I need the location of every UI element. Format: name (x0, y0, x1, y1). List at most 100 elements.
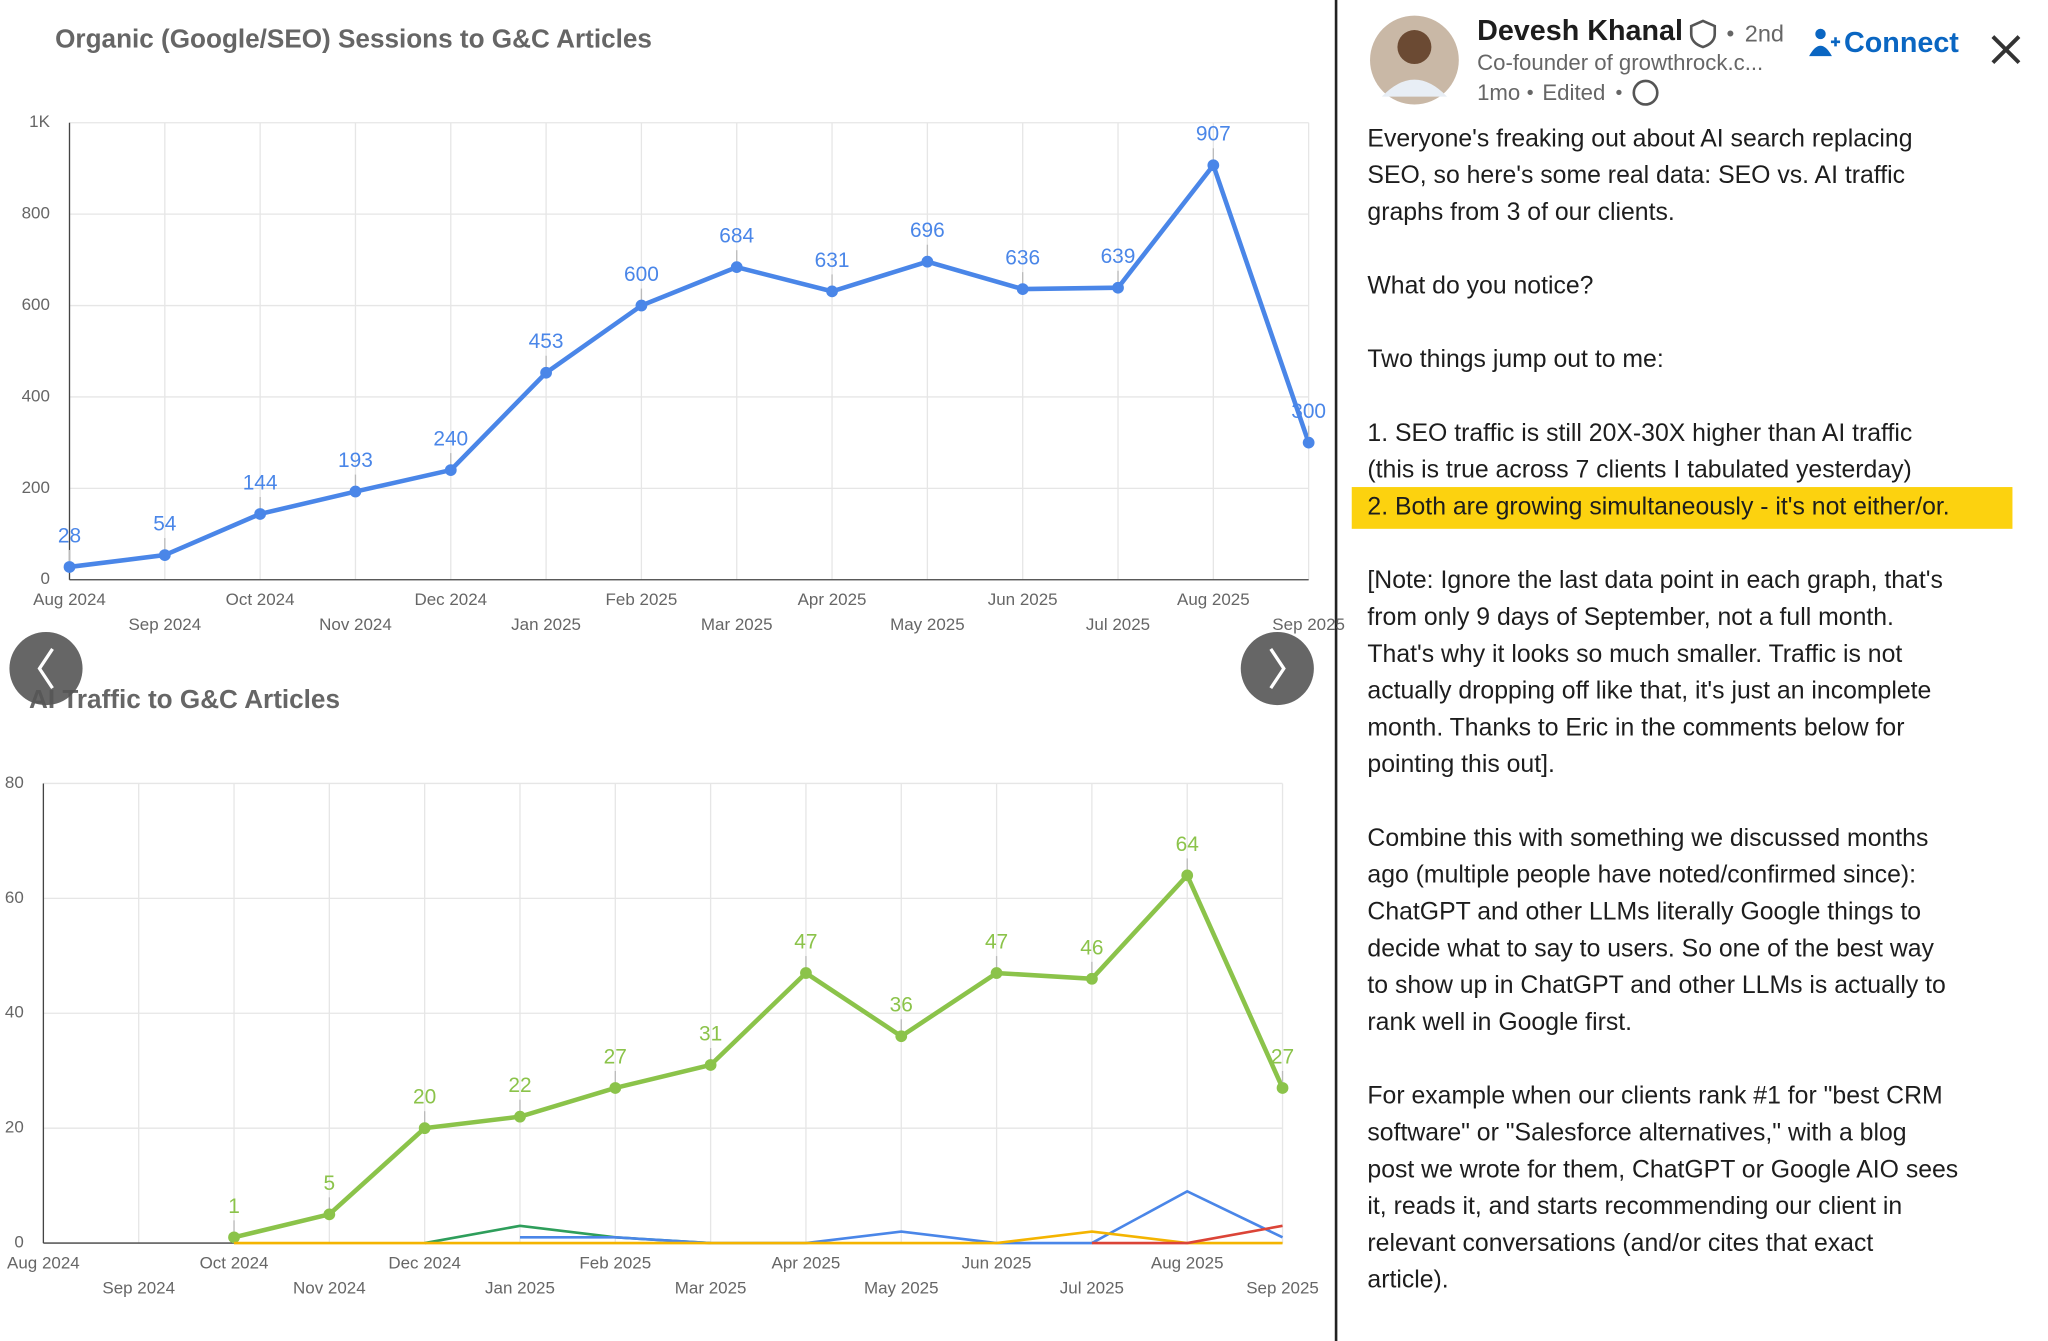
data-label: 1 (228, 1195, 240, 1218)
x-tick-label: Jun 2025 (988, 590, 1058, 609)
post-text-line: article). (1367, 1267, 1448, 1294)
point (514, 1110, 526, 1123)
x-tick-label: Nov 2024 (293, 1278, 366, 1297)
data-label: 907 (1196, 123, 1231, 146)
data-label: 193 (338, 449, 373, 472)
x-tick-label: Jul 2025 (1060, 1278, 1124, 1297)
data-label: 27 (604, 1045, 627, 1068)
point (800, 967, 812, 979)
series-line (519, 1189, 1284, 1245)
x-tick-label: Sep 2025 (1246, 1278, 1319, 1297)
data-label: 5 (324, 1172, 336, 1195)
data-label: 22 (508, 1074, 531, 1097)
next-button[interactable] (1240, 631, 1314, 706)
point (1112, 281, 1124, 294)
author-name[interactable]: Devesh Khanal (1477, 15, 1683, 47)
post-text-line: (this is true across 7 clients I tabulat… (1367, 457, 1911, 484)
x-tick-label: May 2025 (890, 615, 965, 634)
series-line (233, 871, 1285, 1240)
y-tick-label: 80 (5, 773, 24, 792)
x-tick-label: Aug 2024 (7, 1253, 80, 1272)
verified-icon (1689, 19, 1717, 49)
y-tick-label: 0 (40, 569, 49, 588)
highlight (1351, 487, 2013, 529)
data-label: 300 (1291, 400, 1326, 423)
y-tick-label: 1K (29, 112, 50, 131)
point (1302, 436, 1315, 449)
data-label: 31 (699, 1022, 722, 1045)
connect-icon (1815, 28, 1826, 40)
charts: Organic (Google/SEO) Sessions to G&C Art… (5, 23, 1345, 1297)
y-tick-label: 600 (22, 295, 50, 314)
post-text-line: graphs from 3 of our clients. (1367, 199, 1674, 226)
x-tick-label: Sep 2025 (1272, 615, 1345, 634)
data-label: 144 (243, 471, 278, 494)
point (1086, 972, 1098, 985)
data-label: 20 (413, 1086, 436, 1109)
separator: • (1527, 82, 1534, 104)
prev-button[interactable] (9, 631, 83, 706)
x-tick-label: Dec 2024 (388, 1253, 461, 1272)
point (990, 967, 1003, 979)
post-text-line: relevant conversations (and/or cites tha… (1367, 1230, 1873, 1257)
y-tick-label: 400 (22, 386, 50, 405)
chart-title: AI Traffic to G&C Articles (29, 684, 340, 714)
post-header: Devesh Khanal • 2nd Co-founder of growth… (1370, 15, 2021, 106)
post-time: 1mo (1477, 80, 1520, 105)
x-tick-label: Feb 2025 (606, 590, 678, 609)
x-tick-label: Aug 2025 (1177, 590, 1250, 609)
post-text-line: Combine this with something we discussed… (1367, 825, 1928, 852)
point (158, 549, 171, 561)
series-line (234, 1230, 1283, 1245)
post-text-line: [Note: Ignore the last data point in eac… (1367, 567, 1942, 594)
point (1207, 159, 1220, 172)
x-tick-label: Oct 2024 (200, 1253, 269, 1272)
point (826, 285, 838, 298)
post-text-line: actually dropping off like that, it's ju… (1367, 678, 1931, 705)
post-text-line: it, reads it, and starts recommending ou… (1367, 1193, 1902, 1220)
data-label: 46 (1080, 936, 1103, 959)
x-tick-label: Aug 2025 (1151, 1253, 1224, 1272)
data-label: 28 (58, 524, 81, 547)
y-tick-label: 800 (22, 204, 50, 223)
data-label: 54 (153, 513, 176, 536)
data-label: 240 (433, 428, 468, 451)
point (730, 261, 743, 274)
point (1181, 869, 1194, 882)
y-tick-label: 20 (5, 1118, 24, 1137)
post-text-line: Two things jump out to me: (1367, 346, 1663, 373)
y-tick-label: 60 (5, 888, 24, 907)
point (895, 1030, 908, 1043)
post-text-line: 1. SEO traffic is still 20X-30X higher t… (1367, 420, 1912, 447)
point (228, 1231, 240, 1244)
data-label: 696 (910, 219, 945, 242)
connect-icon (1809, 37, 1841, 57)
point (349, 485, 362, 498)
x-tick-label: Mar 2025 (675, 1278, 747, 1297)
x-tick-label: Dec 2024 (414, 590, 487, 609)
x-tick-label: May 2025 (864, 1278, 939, 1297)
separator: • (1616, 82, 1623, 104)
globe-icon (1632, 79, 1659, 106)
x-tick-label: Jan 2025 (485, 1278, 555, 1297)
point (63, 561, 76, 573)
y-tick-label: 200 (22, 478, 50, 497)
post-text-line: That's why it looks so much smaller. Tra… (1367, 641, 1902, 668)
close-button[interactable] (1991, 35, 2021, 65)
data-label: 64 (1176, 833, 1199, 856)
x-tick-label: Sep 2024 (128, 615, 201, 634)
x-tick-label: Jul 2025 (1086, 615, 1150, 634)
connect-button[interactable]: Connect (1844, 27, 1959, 59)
data-label: 631 (815, 249, 850, 272)
point (635, 299, 648, 312)
point (540, 366, 552, 379)
data-label: 684 (719, 225, 754, 248)
next-icon (1269, 648, 1286, 690)
degree: 2nd (1745, 20, 1784, 46)
avatar-shirt (1381, 79, 1448, 97)
data-label: 639 (1101, 245, 1136, 268)
post-text-line: 2. Both are growing simultaneously - it'… (1367, 493, 1949, 520)
post-text-line: post we wrote for them, ChatGPT or Googl… (1367, 1156, 1958, 1183)
post-text-line: For example when our clients rank #1 for… (1367, 1083, 1942, 1110)
